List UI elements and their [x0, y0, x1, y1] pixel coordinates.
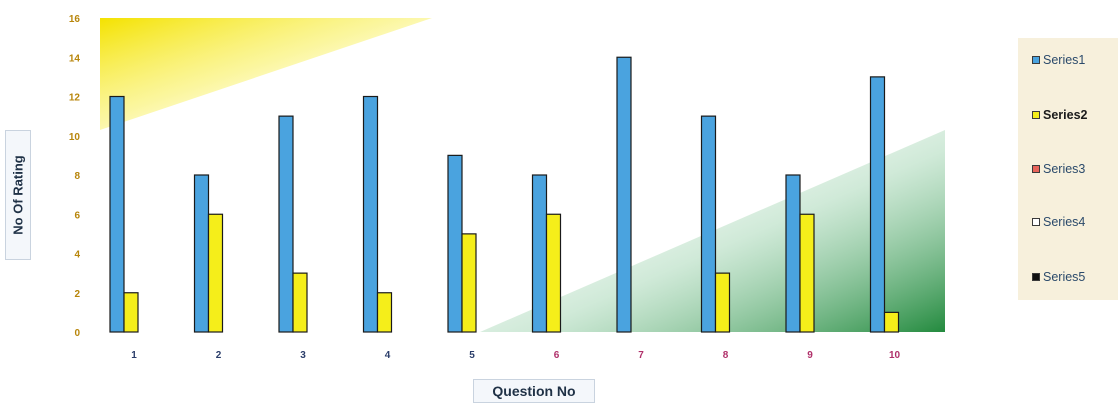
x-tick-label: 3 — [300, 350, 306, 361]
bar-series1-q5 — [447, 154, 463, 333]
legend: Series1 Series2 Series3 Series4 Series5 — [1018, 38, 1118, 300]
y-tick-labels: 0 2 4 6 8 10 12 14 16 — [69, 14, 81, 339]
x-tick-label: 7 — [638, 350, 644, 361]
bars — [109, 56, 900, 333]
y-axis-label: No Of Rating — [10, 155, 26, 235]
legend-item-series1: Series1 — [1032, 52, 1085, 68]
bar-series1-q2 — [193, 174, 210, 333]
x-axis-label: Question No — [473, 379, 595, 403]
bar-series2-q6 — [545, 213, 562, 333]
x-tick-labels: 1 2 3 4 5 6 7 8 9 10 — [131, 350, 900, 361]
legend-label-series2: Series2 — [1043, 108, 1088, 122]
legend-swatch-series5 — [1032, 273, 1040, 281]
bar-series1-q9 — [785, 174, 801, 333]
legend-swatch-series3 — [1032, 165, 1040, 173]
x-tick-label: 8 — [723, 350, 729, 361]
bar-series1-q1 — [109, 95, 125, 333]
y-axis-label-box: No Of Rating — [5, 130, 31, 260]
bar-series1-q8 — [700, 115, 717, 333]
legend-swatch-series1 — [1032, 56, 1040, 64]
y-tick-label: 16 — [69, 14, 81, 25]
legend-label-series3: Series3 — [1043, 162, 1086, 176]
y-tick-label: 14 — [69, 53, 81, 64]
bar-series1-q4 — [362, 95, 379, 333]
bar-series2-q4 — [376, 292, 393, 333]
legend-item-series3: Series3 — [1032, 161, 1085, 177]
x-tick-label: 4 — [385, 350, 391, 361]
legend-item-series5: Series5 — [1032, 269, 1085, 285]
y-tick-label: 8 — [74, 171, 80, 182]
plot-background — [100, 18, 945, 332]
y-tick-label: 6 — [74, 210, 80, 221]
bar-series2-q10 — [883, 311, 900, 333]
bar-series2-q5 — [461, 233, 477, 333]
legend-item-series4: Series4 — [1032, 214, 1085, 230]
legend-label-series5: Series5 — [1043, 270, 1086, 284]
legend-label-series1: Series1 — [1043, 53, 1086, 67]
bar-series2-q3 — [292, 272, 308, 333]
x-tick-label: 5 — [469, 350, 475, 361]
x-tick-label: 9 — [807, 350, 813, 361]
bar-series2-q9 — [799, 213, 815, 333]
bar-series1-q3 — [278, 115, 294, 333]
legend-item-series2: Series2 — [1032, 107, 1087, 123]
bar-series1-q6 — [531, 174, 548, 333]
x-tick-label: 6 — [554, 350, 560, 361]
legend-label-series4: Series4 — [1043, 215, 1086, 229]
bar-series2-q8 — [714, 272, 731, 333]
y-tick-label: 10 — [69, 132, 81, 143]
y-tick-label: 2 — [74, 289, 80, 300]
bar-series2-q1 — [123, 292, 139, 333]
y-tick-label: 12 — [69, 93, 81, 104]
x-tick-label: 10 — [889, 350, 901, 361]
y-tick-label: 4 — [74, 250, 80, 261]
x-tick-label: 1 — [131, 350, 137, 361]
bar-series2-q2 — [207, 213, 224, 333]
bar-series1-q7 — [616, 56, 632, 333]
x-tick-label: 2 — [216, 350, 222, 361]
bar-series1-q10 — [869, 76, 886, 333]
y-tick-label: 0 — [74, 328, 80, 339]
legend-swatch-series4 — [1032, 218, 1040, 226]
legend-swatch-series2 — [1032, 111, 1040, 119]
